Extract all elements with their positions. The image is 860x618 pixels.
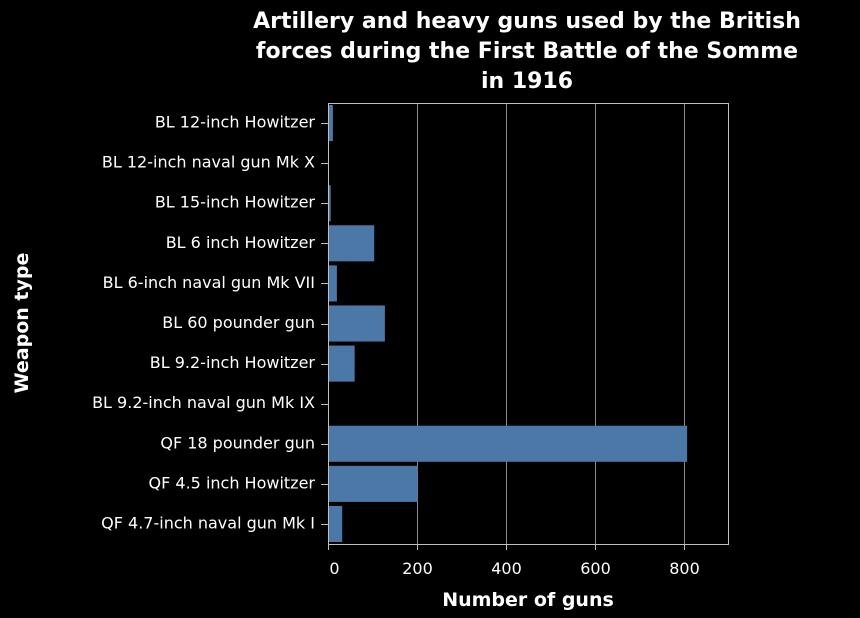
y-category-label: BL 6-inch naval gun Mk VII [103,273,315,292]
y-category-label: QF 4.7-inch naval gun Mk I [101,513,315,532]
bar [328,505,343,542]
bar [328,465,418,502]
y-category-label: BL 12-inch naval gun Mk X [102,153,315,172]
x-axis-title: Number of guns [442,589,614,611]
y-category-label: QF 18 pounder gun [160,433,315,452]
gridlines [417,103,685,544]
y-category-label: BL 12-inch Howitzer [155,113,316,132]
y-axis-ticks: BL 12-inch Howitzer BL 12-inch naval gun … [92,113,328,532]
bar [328,425,688,462]
y-category-label: BL 15-inch Howitzer [155,193,316,212]
y-category-label: QF 4.5 inch Howitzer [149,473,316,492]
bars [328,105,688,542]
chart-title-line-3: in 1916 [481,69,573,94]
plot-frame [328,103,729,545]
y-category-label: BL 60 pounder gun [162,313,315,332]
x-tick-label: 200 [402,559,433,578]
y-axis-title: Weapon type [11,253,33,394]
y-category-label: BL 9.2-inch naval gun Mk IX [92,393,315,412]
x-tick-label: 800 [669,559,700,578]
bar [328,105,333,142]
x-tick-label: 0 [329,559,339,578]
x-axis-ticks: 0 200 400 600 800 [328,544,700,578]
chart-title-line-2: forces during the First Battle of the So… [256,39,798,64]
y-category-label: BL 6 inch Howitzer [166,233,316,252]
bar [328,185,331,222]
bar [328,225,375,262]
bar [328,265,337,302]
chart-title-line-1: Artillery and heavy guns used by the Bri… [253,9,801,34]
y-category-label: BL 9.2-inch Howitzer [150,353,316,372]
x-tick-label: 400 [491,559,522,578]
bar [328,305,385,342]
bar [328,345,355,382]
x-tick-label: 600 [580,559,611,578]
